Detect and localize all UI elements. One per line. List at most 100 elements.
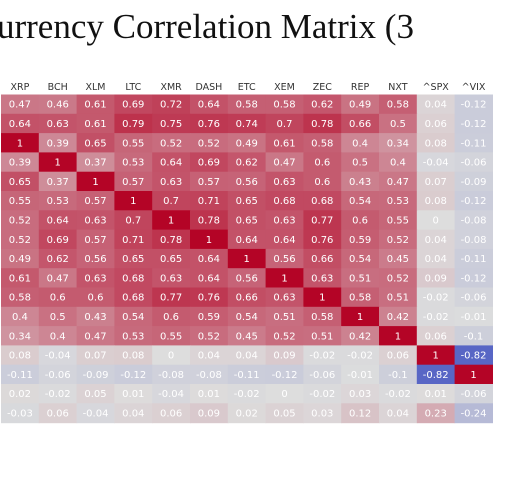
cell-value-label: -0.24 <box>461 408 487 419</box>
cell-value-label: 0.6 <box>314 177 330 188</box>
cell-value-label: 0.66 <box>236 293 258 304</box>
heatmap-cell <box>38 364 78 385</box>
cell-value-label: -0.01 <box>347 370 373 381</box>
cell-value-label: 0.05 <box>273 408 295 419</box>
heatmap-cell <box>303 326 342 346</box>
cell-value-label: 0.79 <box>122 119 144 130</box>
cell-value-label: 0.12 <box>349 408 371 419</box>
heatmap-cell <box>454 306 493 327</box>
heatmap-cell <box>303 403 342 424</box>
cell-value-label: 0.64 <box>47 215 69 226</box>
cell-value-label: 0.54 <box>236 312 258 323</box>
heatmap-cell <box>454 248 493 269</box>
cell-value-label: 0.63 <box>160 177 182 188</box>
heatmap-cell <box>416 364 456 385</box>
cell-value-label: 0.02 <box>9 389 31 400</box>
heatmap-cell <box>114 191 153 211</box>
cell-value-label: 0 <box>433 215 439 226</box>
cell-value-label: 0.06 <box>425 119 447 130</box>
heatmap-cell <box>265 94 304 115</box>
cell-value-label: 0.53 <box>122 331 144 342</box>
heatmap-cell <box>190 287 229 308</box>
cell-value-label: 0.59 <box>198 312 220 323</box>
heatmap-cell <box>1 248 40 269</box>
column-label: XEM <box>274 82 295 93</box>
cell-value-label: -0.08 <box>461 215 487 226</box>
cell-value-label: 0.65 <box>236 196 258 207</box>
heatmap-cell <box>38 287 78 308</box>
heatmap-cell <box>38 210 78 231</box>
cell-value-label: 0.47 <box>47 273 69 284</box>
heatmap-cell <box>227 113 267 134</box>
cell-value-label: 0.55 <box>9 196 31 207</box>
heatmap-cell <box>1 191 40 211</box>
heatmap-cell <box>190 345 229 366</box>
heatmap-cell <box>379 384 418 404</box>
heatmap-cell <box>454 113 493 134</box>
heatmap-cell <box>454 345 493 366</box>
cell-value-label: 0.43 <box>349 177 371 188</box>
cell-value-label: 0.58 <box>311 312 333 323</box>
cell-value-label: -0.08 <box>158 370 184 381</box>
heatmap-cell <box>76 113 115 134</box>
cell-value-label: 0.64 <box>160 158 182 169</box>
heatmap-cell <box>341 152 380 173</box>
cell-value-label: 1 <box>55 158 61 169</box>
heatmap-cell <box>303 287 342 308</box>
heatmap-cell <box>416 133 456 153</box>
cell-value-label: 0.58 <box>273 100 295 111</box>
cell-value-label: 0.71 <box>122 235 144 246</box>
heatmap-cell <box>114 364 153 385</box>
heatmap-cell <box>1 171 40 192</box>
heatmap-cell <box>1 268 40 289</box>
heatmap-cell <box>379 326 418 346</box>
heatmap-cell <box>416 191 456 211</box>
cell-value-label: -0.02 <box>309 351 335 362</box>
cell-value-label: 1 <box>206 235 212 246</box>
heatmap-cell <box>76 306 115 327</box>
heatmap-cell <box>341 306 380 327</box>
cell-value-label: 0.01 <box>198 389 220 400</box>
cell-value-label: 0.08 <box>425 196 447 207</box>
heatmap-cell <box>76 364 115 385</box>
heatmap-cell <box>1 306 40 327</box>
heatmap-cell <box>379 133 418 153</box>
cell-value-label: 0.61 <box>84 119 106 130</box>
cell-value-label: 0.61 <box>84 100 106 111</box>
cell-value-label: 0.37 <box>84 158 106 169</box>
cell-value-label: 0.56 <box>84 254 106 265</box>
heatmap-cell <box>227 306 267 327</box>
heatmap-cell <box>265 191 304 211</box>
cell-value-label: -0.06 <box>461 158 487 169</box>
heatmap-cell <box>152 113 191 134</box>
cell-value-label: 0.55 <box>122 138 144 149</box>
heatmap-cell <box>114 306 153 327</box>
cell-value-label: -0.02 <box>309 389 335 400</box>
heatmap-cell <box>152 229 191 250</box>
cell-value-label: 0.01 <box>425 389 447 400</box>
heatmap-cell <box>265 171 304 192</box>
cell-value-label: -0.12 <box>461 119 487 130</box>
cell-value-label: 0.53 <box>122 158 144 169</box>
heatmap-cell <box>379 248 418 269</box>
heatmap-cell <box>341 94 380 115</box>
heatmap-cell <box>227 345 267 366</box>
cell-value-label: -0.02 <box>423 312 449 323</box>
cell-value-label: 0.05 <box>84 389 106 400</box>
cell-value-label: 0.7 <box>125 215 141 226</box>
cell-value-label: 0.52 <box>387 235 409 246</box>
cell-value-label: 0.51 <box>387 293 409 304</box>
cell-value-label: 0.61 <box>9 273 31 284</box>
cell-value-label: 0.64 <box>198 100 220 111</box>
cell-value-label: 0.51 <box>311 331 333 342</box>
heatmap-cell <box>114 133 153 153</box>
heatmap-cell <box>114 326 153 346</box>
heatmap-cell <box>303 268 342 289</box>
cell-value-label: 0.43 <box>84 312 106 323</box>
cell-value-label: 0.76 <box>311 235 333 246</box>
cell-value-label: 0.64 <box>198 273 220 284</box>
heatmap-cell <box>76 152 115 173</box>
heatmap-cell <box>265 268 304 289</box>
column-label: LTC <box>125 82 141 93</box>
heatmap-cell <box>416 287 456 308</box>
